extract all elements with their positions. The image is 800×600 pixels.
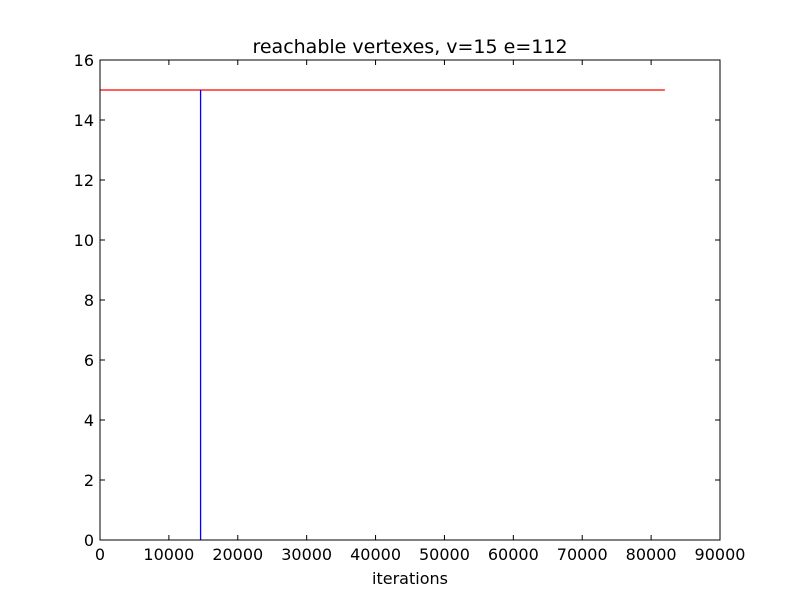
y-tick-label: 4 xyxy=(84,411,94,430)
plot-area xyxy=(100,60,720,540)
y-tick-label: 6 xyxy=(84,351,94,370)
tick-layer: 0 10000 20000 30000 40000 50000 60000 70000 8000… xyxy=(74,51,746,564)
y-tick-label: 0 xyxy=(84,531,94,550)
y-tick-label: 14 xyxy=(74,111,94,130)
y-tick-label: 2 xyxy=(84,471,94,490)
x-axis-title: iterations xyxy=(372,569,448,588)
y-tick-label: 12 xyxy=(74,171,94,190)
x-tick-label: 20000 xyxy=(212,545,263,564)
x-tick-label: 70000 xyxy=(557,545,608,564)
y-tick-label: 10 xyxy=(74,231,94,250)
x-tick-label: 50000 xyxy=(419,545,470,564)
y-tick-label: 8 xyxy=(84,291,94,310)
series-layer xyxy=(100,89,665,540)
y-tick-label: 16 xyxy=(74,51,94,70)
x-tick-label: 30000 xyxy=(281,545,332,564)
x-tick-label: 0 xyxy=(95,545,105,564)
x-tick-label: 90000 xyxy=(695,545,746,564)
x-tick-label: 10000 xyxy=(143,545,194,564)
plot-frame xyxy=(99,59,721,541)
x-tick-label: 40000 xyxy=(350,545,401,564)
x-tick-label: 60000 xyxy=(488,545,539,564)
x-tick-label: 80000 xyxy=(626,545,677,564)
chart-title: reachable vertexes, v=15 e=112 xyxy=(252,36,567,58)
